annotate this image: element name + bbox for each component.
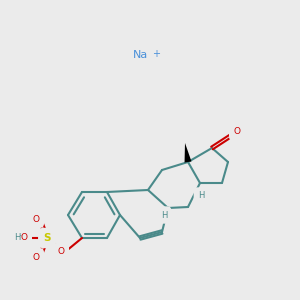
Text: H: H [161,211,167,220]
Text: ·: · [19,231,23,241]
Text: S: S [43,233,51,243]
Text: Na: Na [133,50,148,60]
Text: O: O [233,128,241,136]
Text: O: O [58,248,64,256]
Polygon shape [184,143,191,163]
Text: O: O [32,253,40,262]
Text: H: H [198,191,204,200]
Text: O: O [20,233,28,242]
Text: H: H [14,232,20,242]
Text: O: O [32,214,40,224]
Text: +: + [152,49,160,59]
